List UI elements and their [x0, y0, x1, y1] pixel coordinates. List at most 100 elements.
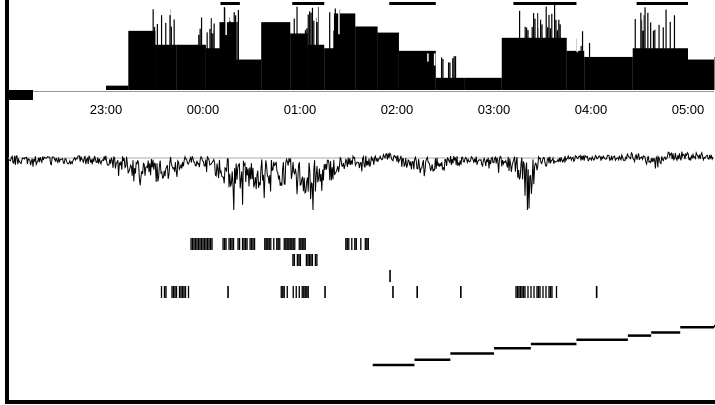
hypnogram-burst	[211, 18, 212, 90]
raster-event	[195, 238, 196, 250]
x-tick-label: 23:00	[90, 102, 123, 117]
hypnogram-burst	[296, 7, 297, 90]
hypnogram-burst	[537, 13, 538, 90]
hypnogram-segment	[688, 60, 714, 90]
raster-event	[239, 238, 240, 250]
raster-event	[273, 238, 274, 250]
raster-event	[366, 238, 367, 250]
raster-event	[307, 254, 308, 266]
hypnogram-burst	[642, 20, 643, 90]
raster-event	[517, 286, 518, 298]
raster-event	[299, 238, 300, 250]
raster-event	[315, 254, 316, 266]
raster-event	[515, 286, 516, 298]
hypnogram-notch	[338, 6, 340, 34]
raster-event	[303, 286, 304, 298]
hypnogram-burst	[582, 31, 583, 90]
hypnogram-burst	[527, 30, 528, 90]
raster-event	[542, 286, 543, 298]
hypnogram-burst	[452, 58, 453, 90]
hypnogram-burst	[550, 28, 551, 90]
hypnogram-burst	[519, 11, 520, 90]
raster-event	[536, 286, 537, 298]
raster-event	[237, 238, 238, 250]
hypnogram-notch	[445, 53, 447, 66]
raster-event	[278, 238, 279, 250]
raster-event	[222, 238, 223, 250]
hypnogram-burst	[448, 62, 449, 90]
raster-event	[282, 286, 283, 298]
raster-event	[539, 286, 540, 298]
raster-event	[199, 238, 200, 250]
raster-event	[556, 286, 557, 298]
hypnogram-top-bar	[220, 2, 239, 5]
raster-event	[174, 286, 175, 298]
hypnogram-burst	[309, 11, 310, 90]
hypnogram-segment	[584, 57, 633, 90]
raster-event	[225, 238, 226, 250]
raster-event	[291, 238, 292, 250]
raster-event	[306, 254, 307, 266]
hypnogram-segment	[355, 26, 377, 90]
hypnogram-top-bar	[637, 2, 688, 5]
raster-event	[294, 254, 295, 266]
raster-event	[171, 286, 172, 298]
hypnogram-burst	[310, 13, 311, 90]
hypnogram-notch	[434, 53, 436, 65]
hypnogram-notch	[516, 5, 518, 36]
hypnogram-notch	[230, 5, 232, 21]
hypnogram-notch	[653, 5, 655, 31]
hypnogram-burst	[650, 22, 651, 90]
hypnogram-burst	[532, 27, 533, 90]
raster-event	[310, 254, 311, 266]
raster-event	[524, 286, 525, 298]
raster-event	[550, 286, 551, 298]
raster-event	[298, 254, 299, 266]
hypnogram-segment	[378, 33, 399, 90]
raster-event	[243, 238, 244, 250]
hypnogram-burst	[455, 56, 456, 90]
raster-event	[348, 238, 349, 250]
hypnogram-burst	[663, 27, 664, 90]
raster-event	[347, 238, 348, 250]
raster-event	[306, 286, 307, 298]
hypnogram-burst	[658, 25, 659, 90]
hypnogram-burst	[333, 31, 334, 90]
hypnogram-top-bar	[389, 2, 436, 5]
step-panel	[373, 326, 715, 365]
raster-event	[356, 238, 357, 250]
hypnogram-burst	[557, 30, 558, 90]
raster-event	[521, 286, 522, 298]
raster-panel	[161, 238, 598, 298]
x-tick-label: 04:00	[575, 102, 608, 117]
raster-event	[345, 238, 346, 250]
hypnogram-burst	[433, 62, 434, 90]
raster-event	[287, 238, 288, 250]
raster-event	[245, 238, 246, 250]
raster-event	[292, 254, 293, 266]
raster-event	[202, 238, 203, 250]
raster-event	[284, 238, 285, 250]
raster-tick	[596, 286, 598, 298]
hypnogram-burst	[546, 7, 547, 90]
hypnogram-burst	[236, 22, 237, 90]
signal-panel	[8, 152, 714, 210]
raster-event	[249, 238, 250, 250]
hypnogram-burst	[224, 7, 225, 90]
hypnogram-burst	[525, 27, 526, 90]
hypnogram-burst	[654, 30, 655, 90]
hypnogram-segment	[128, 31, 155, 90]
raster-event	[293, 286, 294, 298]
raster-event	[264, 238, 265, 250]
raster-event	[285, 238, 286, 250]
raster-event	[205, 238, 206, 250]
raster-event	[233, 238, 234, 250]
x-tick-labels: 23:00 00:00 01:00 02:00 03:00 04:00 05:00	[90, 102, 705, 117]
raster-event	[545, 286, 546, 298]
raster-event	[316, 254, 317, 266]
raster-event	[354, 238, 355, 250]
raster-event	[270, 238, 271, 250]
x-tick-label: 01:00	[284, 102, 317, 117]
hypnogram-notch	[206, 16, 208, 32]
raster-event	[228, 238, 229, 250]
